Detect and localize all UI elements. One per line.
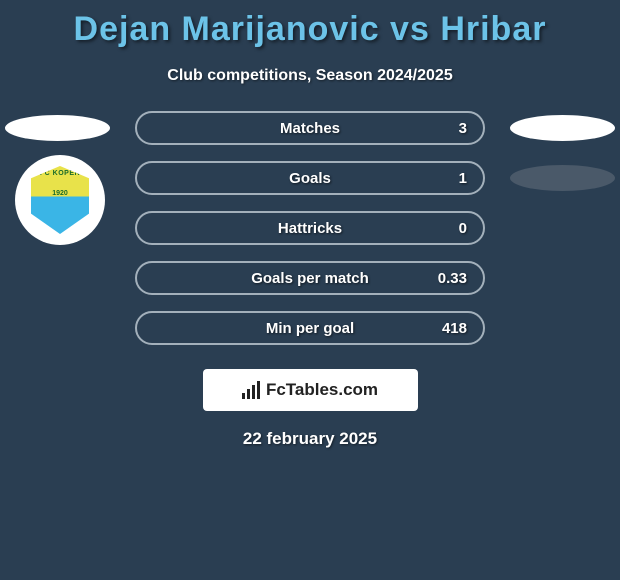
stat-label: Goals per match [251, 270, 369, 287]
stat-row-gpm: Goals per match 0.33 [0, 255, 620, 301]
date-text: 22 february 2025 [0, 429, 620, 449]
ellipse-left-light [5, 115, 110, 141]
stat-value: 3 [459, 120, 467, 137]
footer-brand-text: FcTables.com [266, 380, 378, 400]
page-title: Dejan Marijanovic vs Hribar [0, 10, 620, 49]
stat-bar: Goals per match 0.33 [135, 261, 485, 295]
stat-bar: Hattricks 0 [135, 211, 485, 245]
footer-brand-box: FcTables.com [203, 369, 418, 411]
stat-label: Matches [280, 120, 340, 137]
stat-bar: Matches 3 [135, 111, 485, 145]
stat-row-goals: Goals 1 [0, 155, 620, 201]
stat-value: 0.33 [438, 270, 467, 287]
stat-row-mpg: Min per goal 418 [0, 305, 620, 351]
ellipse-right-dark [510, 165, 615, 191]
chart-icon [242, 381, 260, 399]
stat-value: 1 [459, 170, 467, 187]
stat-label: Hattricks [278, 220, 342, 237]
stat-label: Goals [289, 170, 331, 187]
stat-row-matches: Matches 3 [0, 105, 620, 151]
stat-label: Min per goal [266, 320, 354, 337]
stat-value: 0 [459, 220, 467, 237]
stats-rows: Matches 3 FC KOPER 1920 Goals 1 Hattrick… [0, 105, 620, 351]
ellipse-right-light [510, 115, 615, 141]
stat-bar: Goals 1 [135, 161, 485, 195]
stat-bar: Min per goal 418 [135, 311, 485, 345]
stat-value: 418 [442, 320, 467, 337]
subtitle: Club competitions, Season 2024/2025 [0, 67, 620, 85]
stat-row-hattricks: Hattricks 0 [0, 205, 620, 251]
